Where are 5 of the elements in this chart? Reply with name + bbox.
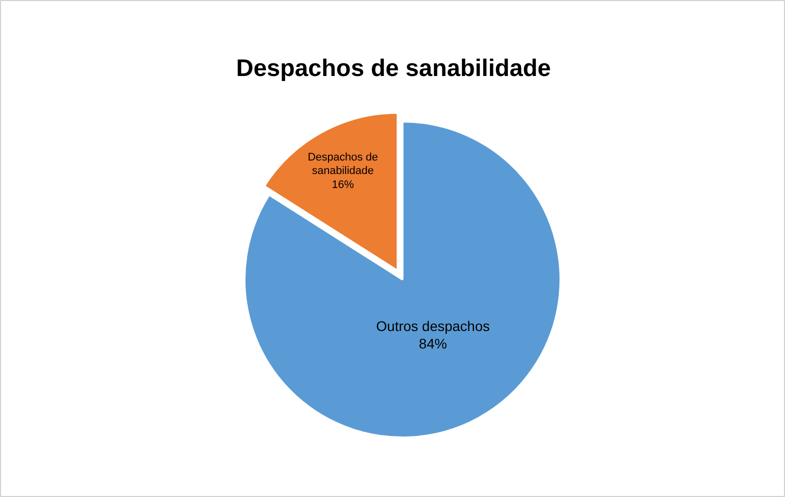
slice-label: Despachos de sanabilidade (308, 151, 378, 178)
data-label: 16% (332, 178, 354, 191)
slice-label: Outros despachos (376, 318, 490, 334)
data-label: 84% (418, 336, 447, 352)
slice-label: Despachos de sanabilidade (236, 55, 551, 82)
